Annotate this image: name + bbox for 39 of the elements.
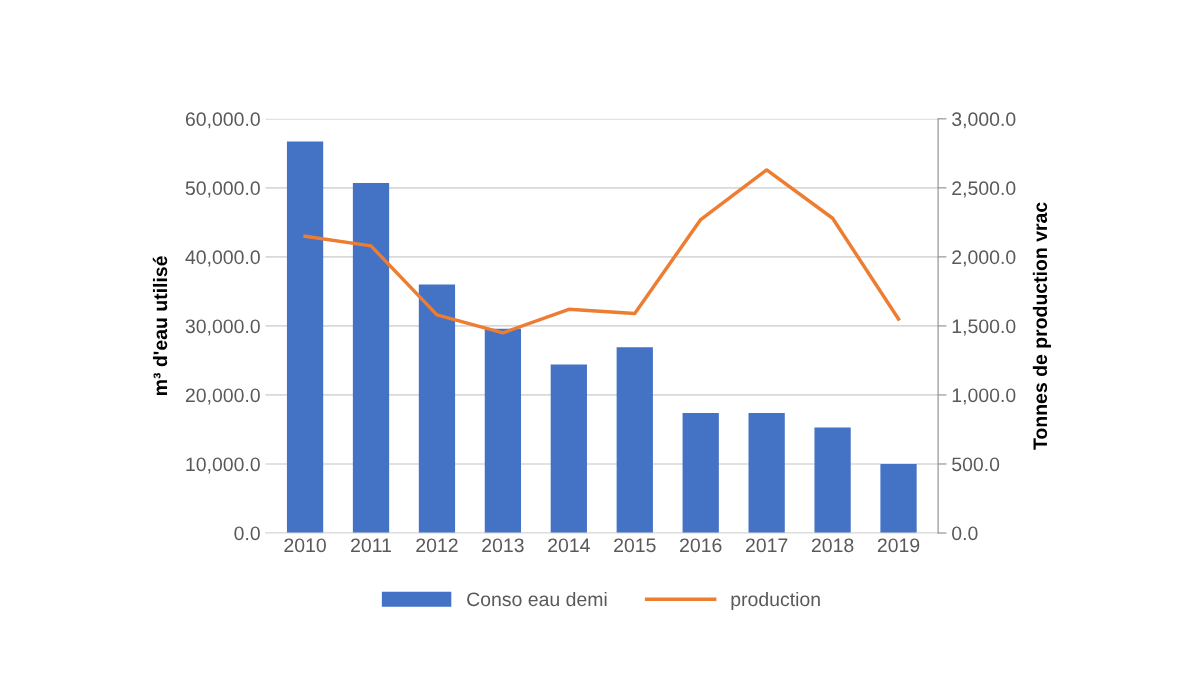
bar [418,284,456,534]
y2-tick-label: 1,000.0 [952,388,1016,405]
y2-axis-title: Tonnes de production vrac [1032,202,1051,450]
y2-tick-label: 1,500.0 [952,319,1016,336]
bar [682,412,719,534]
y-tick-label: 20,000.0 [185,388,260,405]
bar [286,141,324,534]
y-tick-label: 40,000.0 [185,250,260,267]
bar [550,364,587,534]
y2-tick-label: 2,000.0 [952,250,1016,267]
bar [484,328,522,534]
bar [352,183,390,534]
x-tick-label: 2018 [811,538,854,553]
y-tick-label: 0.0 [234,526,260,541]
x-tick-label: 2013 [482,538,524,553]
line-series [303,168,901,335]
y2-tick-label: 3,000.0 [952,112,1016,129]
bar [616,347,653,534]
y2-tick-label: 0.0 [952,526,978,541]
y-axis-title: m³ d'eau utilisé [152,256,168,396]
y2-tick-label: 500.0 [952,457,1000,472]
bar [814,427,851,534]
x-tick-label: 2010 [284,538,326,553]
y-tick-label: 50,000.0 [185,181,260,198]
y-tick-label: 30,000.0 [185,319,260,336]
x-tick-label: 2011 [351,538,391,553]
x-tick-label: 2016 [680,538,722,553]
x-tick-label: 2014 [548,538,590,553]
legend-label: production [731,591,820,611]
x-tick-label: 2019 [877,538,920,553]
bar [880,463,917,534]
x-tick-label: 2017 [746,538,788,553]
y-tick-label: 10,000.0 [186,457,260,474]
x-tick-label: 2012 [416,538,458,553]
y-tick-label: 60,000.0 [185,112,260,129]
y2-tick-label: 2,500.0 [952,181,1016,198]
x-tick-label: 2015 [614,538,656,553]
legend-label: Conso eau demi [467,591,607,607]
bar [748,412,785,534]
